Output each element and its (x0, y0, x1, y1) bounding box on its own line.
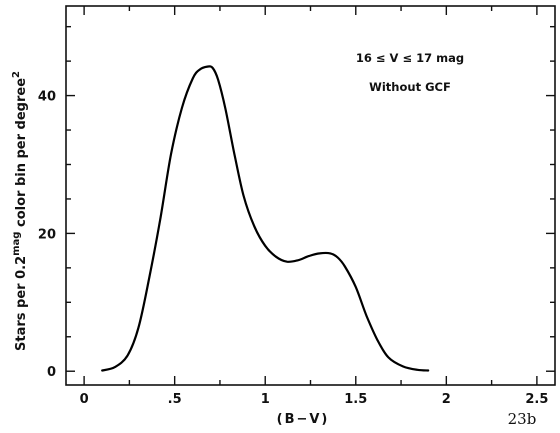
y-tick-label: 0 (47, 365, 56, 380)
y-axis-label-part2: color bin per degree (14, 78, 29, 232)
x-tick-label: 1 (261, 392, 270, 407)
tick-marks (66, 6, 555, 385)
tick-labels: 0 .5 1 1.5 2 2.5 0 20 40 (38, 90, 548, 407)
x-tick-label: 2.5 (525, 392, 548, 407)
figure-label: 23b (508, 410, 537, 428)
x-tick-label: .5 (168, 392, 182, 407)
y-tick-label: 20 (38, 227, 56, 242)
y-axis-label-part1: Stars per 0.2 (14, 256, 29, 351)
y-axis-label: Stars per 0.2mag color bin per degree2 (11, 71, 29, 351)
x-tick-label: 2 (442, 392, 451, 407)
series-line (101, 65, 430, 372)
x-tick-label: 1.5 (344, 392, 367, 407)
y-axis-label-superscript-mag: mag (11, 232, 22, 256)
y-tick-label: 40 (38, 90, 56, 105)
annotation-method: Without GCF (369, 80, 451, 94)
annotation-range: 16 ≤ V ≤ 17 mag (356, 51, 464, 65)
y-axis-label-superscript-2: 2 (11, 71, 22, 78)
x-tick-label: 0 (80, 392, 89, 407)
x-axis-label: (B−V) (277, 412, 330, 427)
